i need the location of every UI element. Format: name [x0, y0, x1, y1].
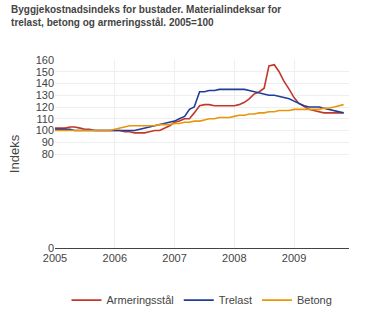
svg-text:2009: 2009: [282, 252, 306, 264]
svg-text:100: 100: [36, 124, 54, 136]
svg-text:110: 110: [36, 113, 54, 125]
svg-text:120: 120: [36, 101, 54, 113]
svg-text:Betong: Betong: [297, 294, 332, 306]
svg-text:2006: 2006: [103, 252, 127, 264]
svg-text:Indeks: Indeks: [7, 134, 22, 173]
svg-text:2005: 2005: [43, 252, 67, 264]
svg-text:Byggjekostnadsindeks for busta: Byggjekostnadsindeks for bustader. Mater…: [11, 4, 281, 28]
svg-text:130: 130: [36, 89, 54, 101]
svg-text:140: 140: [36, 77, 54, 89]
svg-text:150: 150: [36, 66, 54, 78]
svg-text:2007: 2007: [162, 252, 186, 264]
svg-text:90: 90: [42, 136, 54, 148]
svg-text:80: 80: [42, 148, 54, 160]
svg-text:Armeringsstål: Armeringsstål: [107, 294, 174, 306]
svg-text:Trelast: Trelast: [219, 294, 252, 306]
svg-text:2008: 2008: [222, 252, 246, 264]
svg-text:160: 160: [36, 54, 54, 66]
svg-text:0: 0: [48, 242, 54, 254]
